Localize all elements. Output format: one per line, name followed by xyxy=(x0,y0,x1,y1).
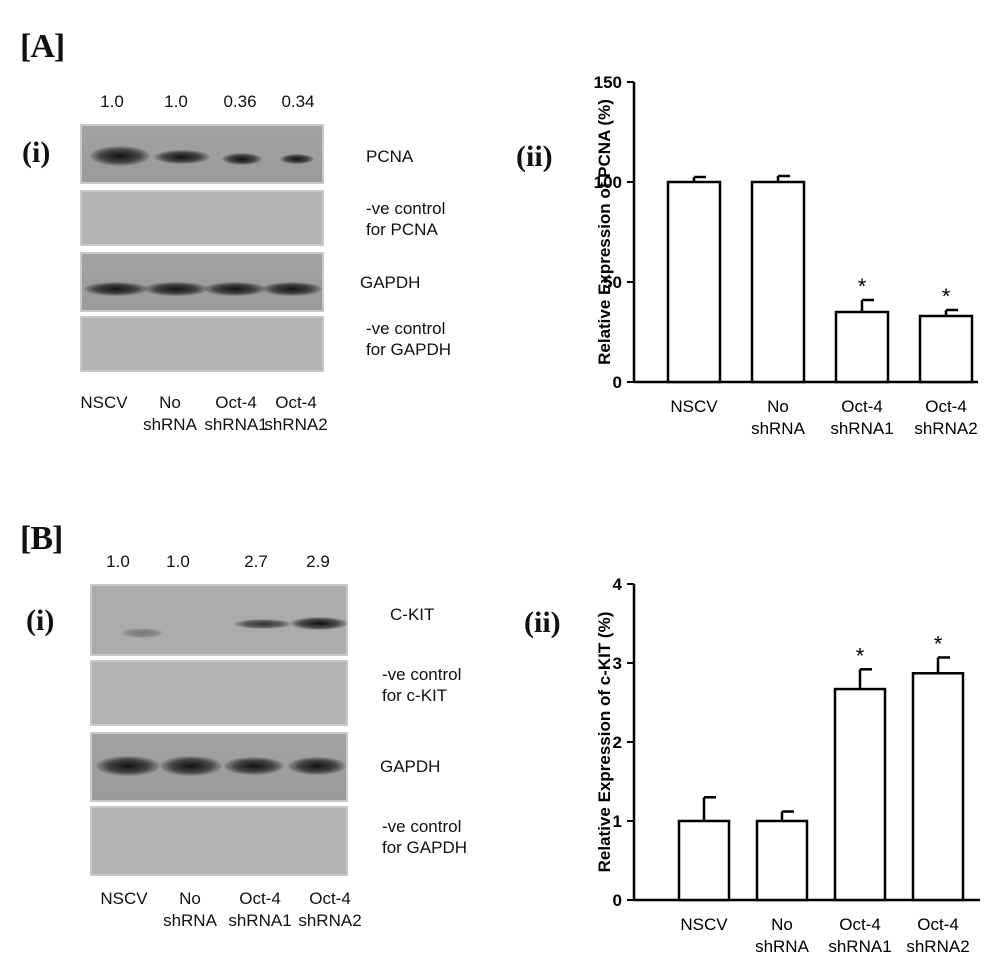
panel-b-quant-row: 1.0 1.0 2.7 2.9 xyxy=(0,552,360,574)
blot-band xyxy=(280,154,314,164)
bar xyxy=(834,310,890,384)
bar xyxy=(833,687,887,902)
quant-value: 2.9 xyxy=(306,552,330,571)
blot-band xyxy=(84,282,148,296)
bar xyxy=(677,819,731,902)
lane-label: No shRNA xyxy=(143,393,197,434)
panel-a-chart-label: (ii) xyxy=(516,140,553,173)
blot-strip-neg-pcna xyxy=(80,190,324,246)
panel-b-label: [B] xyxy=(20,520,63,557)
blot-band xyxy=(224,757,284,775)
blot-strip-pcna xyxy=(80,124,324,184)
ckit-bar-chart: 0 1 2 3 4 Relative Expression of c-KIT (%) NSC… xyxy=(595,575,980,956)
x-tick-label: Oct-4 shRNA1 xyxy=(830,397,893,438)
quant-value: 0.36 xyxy=(223,92,257,111)
blot-band xyxy=(144,282,208,296)
y-tick-label: 100 xyxy=(594,173,622,192)
blot-strip-neg-ckit xyxy=(90,660,348,726)
quant-value: 0.34 xyxy=(281,92,315,111)
blot-band xyxy=(154,150,210,164)
y-tick-label: 0 xyxy=(613,373,622,392)
quant-value: 1.0 xyxy=(106,552,130,571)
bar xyxy=(666,180,722,384)
significance-star: * xyxy=(858,274,867,299)
x-tick-label: NSCV xyxy=(670,397,718,416)
x-tick-label: Oct-4 shRNA1 xyxy=(828,915,891,956)
blot-band xyxy=(290,617,348,630)
panel-a-blot-label: (i) xyxy=(22,136,51,169)
strip-label-pcna: PCNA xyxy=(366,147,414,166)
strip-label-neg-gapdh: -ve control for GAPDH xyxy=(366,319,452,359)
y-tick-label: 1 xyxy=(613,812,622,831)
lane-label: Oct-4 shRNA1 xyxy=(204,393,268,434)
significance-star: * xyxy=(934,631,943,656)
quant-value: 2.7 xyxy=(244,552,268,571)
blot-band xyxy=(96,756,160,776)
blot-band xyxy=(160,756,222,776)
significance-star: * xyxy=(856,643,865,668)
x-tick-label: NSCV xyxy=(680,915,728,934)
quant-value: 1.0 xyxy=(166,552,190,571)
lane-label: Oct-4 shRNA1 xyxy=(228,889,292,930)
pcna-bar-chart: 0 50 100 150 Relative Expression of PCNA (%)… xyxy=(594,73,978,438)
strip-label-neg-ckit: -ve control for c-KIT xyxy=(382,665,462,705)
y-axis-title: Relative Expression of c-KIT (%) xyxy=(595,612,614,873)
panel-b-lane-labels: NSCV No shRNA Oct-4 shRNA1 Oct-4 shRNA2 xyxy=(0,888,380,948)
blot-band xyxy=(262,282,322,296)
lane-label: NSCV xyxy=(80,393,128,412)
panel-a-lane-labels: NSCV No shRNA Oct-4 shRNA1 Oct-4 shRNA2 xyxy=(0,392,360,442)
bar xyxy=(918,314,974,384)
bar xyxy=(911,672,965,902)
strip-label-neg-gapdh: -ve control for GAPDH xyxy=(382,817,468,857)
y-tick-label: 50 xyxy=(603,273,622,292)
panel-a-quant-row: 1.0 1.0 0.36 0.34 xyxy=(0,92,340,114)
y-tick-label: 2 xyxy=(613,733,622,752)
lane-label: Oct-4 shRNA2 xyxy=(264,393,328,434)
x-tick-label: No shRNA xyxy=(755,915,810,956)
bar xyxy=(755,819,809,902)
x-tick-label: Oct-4 shRNA2 xyxy=(906,915,969,956)
y-tick-label: 4 xyxy=(613,575,623,594)
blot-band xyxy=(222,153,262,165)
panel-b-chart-label: (ii) xyxy=(524,606,561,639)
lane-label: Oct-4 shRNA2 xyxy=(298,889,362,930)
blot-strip-neg-gapdh xyxy=(80,316,324,372)
strip-label-gapdh: GAPDH xyxy=(360,273,421,292)
strip-label-neg-pcna: -ve control for PCNA xyxy=(366,199,446,239)
blot-band xyxy=(288,757,346,775)
blot-band xyxy=(234,619,292,629)
lane-label: NSCV xyxy=(100,889,148,908)
lane-label: No shRNA xyxy=(163,889,217,930)
quant-value: 1.0 xyxy=(164,92,188,111)
blot-strip-gapdh xyxy=(90,732,348,802)
blot-strip-ckit xyxy=(90,584,348,656)
blot-band xyxy=(204,282,266,296)
blot-band xyxy=(90,146,150,166)
strip-label-ckit: C-KIT xyxy=(390,605,435,624)
quant-value: 1.0 xyxy=(100,92,124,111)
y-tick-label: 0 xyxy=(613,891,622,910)
panel-b-blot-label: (i) xyxy=(26,604,55,637)
blot-strip-neg-gapdh xyxy=(90,806,348,876)
bar xyxy=(750,180,806,384)
x-tick-label: No shRNA xyxy=(751,397,806,438)
strip-label-gapdh: GAPDH xyxy=(380,757,441,776)
y-axis-title: Relative Expression of PCNA (%) xyxy=(595,99,614,365)
blot-band xyxy=(120,628,164,638)
significance-star: * xyxy=(942,284,951,309)
x-tick-label: Oct-4 shRNA2 xyxy=(914,397,977,438)
y-tick-label: 150 xyxy=(594,73,622,92)
panel-a-label: [A] xyxy=(20,28,65,65)
blot-strip-gapdh xyxy=(80,252,324,312)
y-tick-label: 3 xyxy=(613,654,622,673)
